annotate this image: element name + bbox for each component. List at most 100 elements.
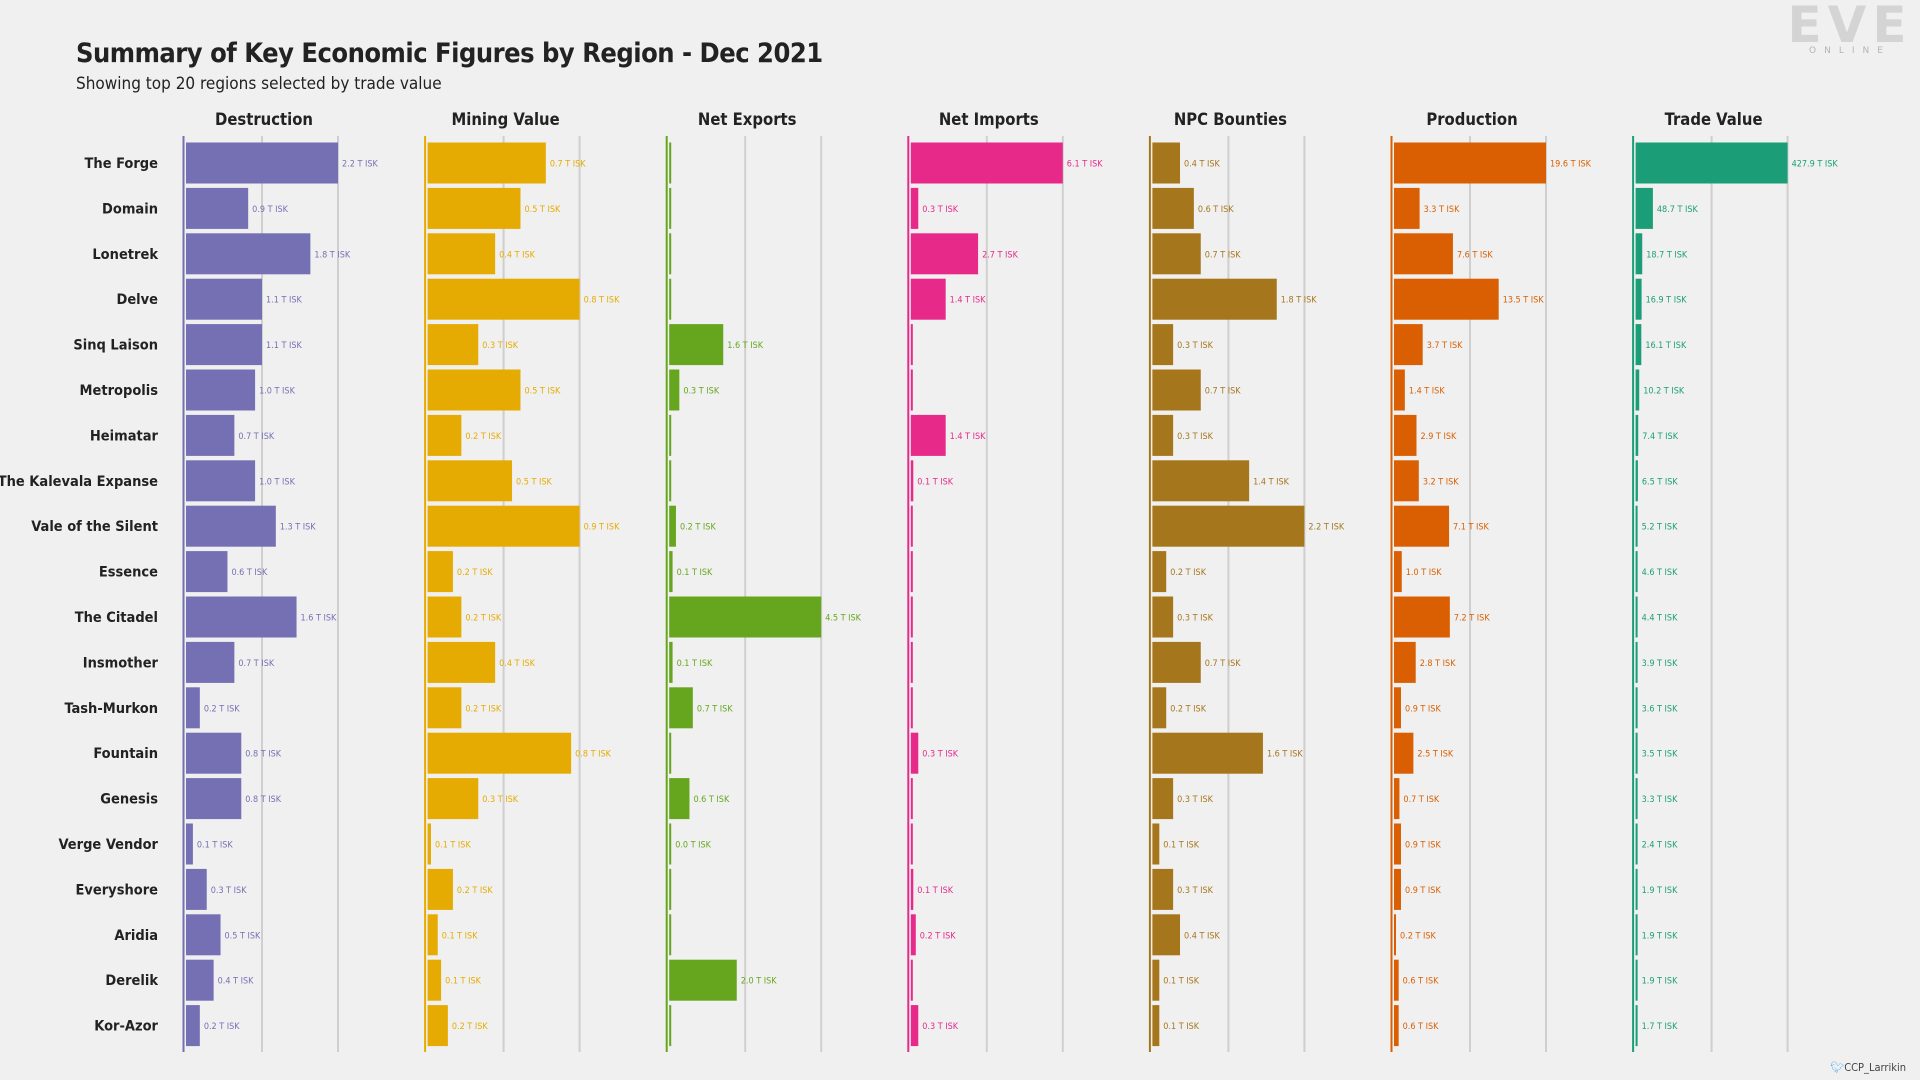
- bar-value-label: 0.8 T ISK: [575, 750, 611, 760]
- bar: [1394, 687, 1401, 729]
- bar-value-label: 4.4 T ISK: [1642, 614, 1678, 624]
- bar-value-label: 0.2 T ISK: [1170, 704, 1206, 714]
- bar-value-label: 0.4 T ISK: [218, 977, 254, 987]
- logo-subtext: ONLINE: [1809, 46, 1891, 56]
- bar: [427, 505, 580, 547]
- bar: [1635, 1005, 1638, 1047]
- bar-value-label: 0.2 T ISK: [465, 432, 501, 442]
- bar: [1394, 551, 1402, 593]
- panel-header: NPC Bounties: [1174, 110, 1287, 129]
- chart-subtitle: Showing top 20 regions selected by trade…: [76, 74, 442, 94]
- bar: [427, 732, 572, 774]
- bar: [910, 732, 919, 774]
- bar-value-label: 3.9 T ISK: [1642, 659, 1678, 669]
- bar-value-label: 0.0 T ISK: [675, 841, 711, 851]
- bar: [669, 959, 737, 1001]
- bar-value-label: 2.9 T ISK: [1420, 432, 1456, 442]
- bar: [1152, 914, 1181, 956]
- bar: [1152, 1005, 1160, 1047]
- bar: [1394, 505, 1450, 547]
- bar-value-label: 0.1 T ISK: [1163, 841, 1199, 851]
- bar-value-label: 0.5 T ISK: [225, 931, 261, 941]
- region-label: Lonetrek: [92, 247, 158, 263]
- bar: [1635, 369, 1640, 411]
- bar: [1152, 641, 1201, 683]
- bar: [1635, 187, 1653, 229]
- bar-value-label: 4.6 T ISK: [1642, 568, 1678, 578]
- bar: [910, 142, 1063, 184]
- bar-value-label: 0.1 T ISK: [1163, 977, 1199, 987]
- bar-value-label: 1.7 T ISK: [1642, 1022, 1678, 1032]
- bar: [910, 324, 913, 366]
- bar: [186, 914, 221, 956]
- bar: [427, 414, 462, 456]
- region-label: Sinq Laison: [73, 338, 158, 354]
- bar: [1152, 732, 1263, 774]
- bar: [1394, 732, 1414, 774]
- bar-value-label: 0.2 T ISK: [204, 704, 240, 714]
- bar-value-label: 1.4 T ISK: [1409, 387, 1445, 397]
- bar-value-label: 0.1 T ISK: [1163, 1022, 1199, 1032]
- bar-value-label: 0.5 T ISK: [524, 387, 560, 397]
- bar-value-label: 0.3 T ISK: [1177, 886, 1213, 896]
- bar: [427, 324, 479, 366]
- bar-value-label: 0.5 T ISK: [524, 205, 560, 215]
- bar-value-label: 1.4 T ISK: [950, 296, 986, 306]
- bar-value-label: 1.6 T ISK: [1267, 750, 1303, 760]
- bar-value-label: 0.2 T ISK: [457, 568, 493, 578]
- bar-value-label: 0.6 T ISK: [693, 795, 729, 805]
- bar-value-label: 0.9 T ISK: [1405, 704, 1441, 714]
- bar: [1635, 687, 1638, 729]
- bar: [1394, 369, 1405, 411]
- bar: [1152, 278, 1277, 320]
- bar: [669, 324, 724, 366]
- bar: [427, 142, 546, 184]
- bar-value-label: 0.2 T ISK: [465, 704, 501, 714]
- bar-value-label: 0.1 T ISK: [677, 659, 713, 669]
- region-label: Fountain: [93, 746, 158, 762]
- panel-header: Trade Value: [1665, 110, 1763, 129]
- bar: [669, 187, 672, 229]
- bar-value-label: 2.0 T ISK: [741, 977, 777, 987]
- region-label: Genesis: [100, 792, 158, 808]
- region-label: Aridia: [114, 928, 158, 944]
- bar: [669, 868, 672, 910]
- bar: [1635, 641, 1638, 683]
- bar-value-label: 1.8 T ISK: [314, 250, 350, 260]
- region-label: Everyshore: [75, 882, 158, 898]
- bar: [1635, 823, 1638, 865]
- bar-value-label: 5.2 T ISK: [1642, 523, 1678, 533]
- bar: [1635, 142, 1788, 184]
- bar: [186, 641, 235, 683]
- bar-value-label: 2.5 T ISK: [1417, 750, 1453, 760]
- bar-value-label: 0.7 T ISK: [1403, 795, 1439, 805]
- bar-value-label: 1.6 T ISK: [301, 614, 337, 624]
- bar-value-label: 0.2 T ISK: [465, 614, 501, 624]
- bar: [1152, 505, 1305, 547]
- bar-value-label: 0.2 T ISK: [457, 886, 493, 896]
- bar: [186, 233, 311, 275]
- bar: [1635, 914, 1638, 956]
- bar-value-label: 1.0 T ISK: [259, 477, 295, 487]
- panel-header: Net Exports: [698, 110, 797, 129]
- bar-value-label: 19.6 T ISK: [1550, 160, 1592, 170]
- bar: [910, 551, 913, 593]
- region-label: The Citadel: [75, 610, 158, 626]
- bar: [1394, 1005, 1399, 1047]
- bar: [1152, 187, 1194, 229]
- bar: [1635, 414, 1639, 456]
- bar: [1394, 959, 1399, 1001]
- bar: [1152, 551, 1167, 593]
- bar: [1635, 278, 1642, 320]
- bar: [1394, 414, 1417, 456]
- bar-value-label: 0.3 T ISK: [922, 1022, 958, 1032]
- bar-value-label: 0.7 T ISK: [238, 659, 274, 669]
- bar-value-label: 0.1 T ISK: [917, 477, 953, 487]
- bar: [910, 233, 979, 275]
- bar: [1635, 233, 1643, 275]
- bar-value-label: 6.1 T ISK: [1067, 160, 1103, 170]
- bar-value-label: 0.3 T ISK: [922, 205, 958, 215]
- bar-value-label: 0.4 T ISK: [1184, 160, 1220, 170]
- bar-value-label: 3.3 T ISK: [1424, 205, 1460, 215]
- bar: [1394, 868, 1401, 910]
